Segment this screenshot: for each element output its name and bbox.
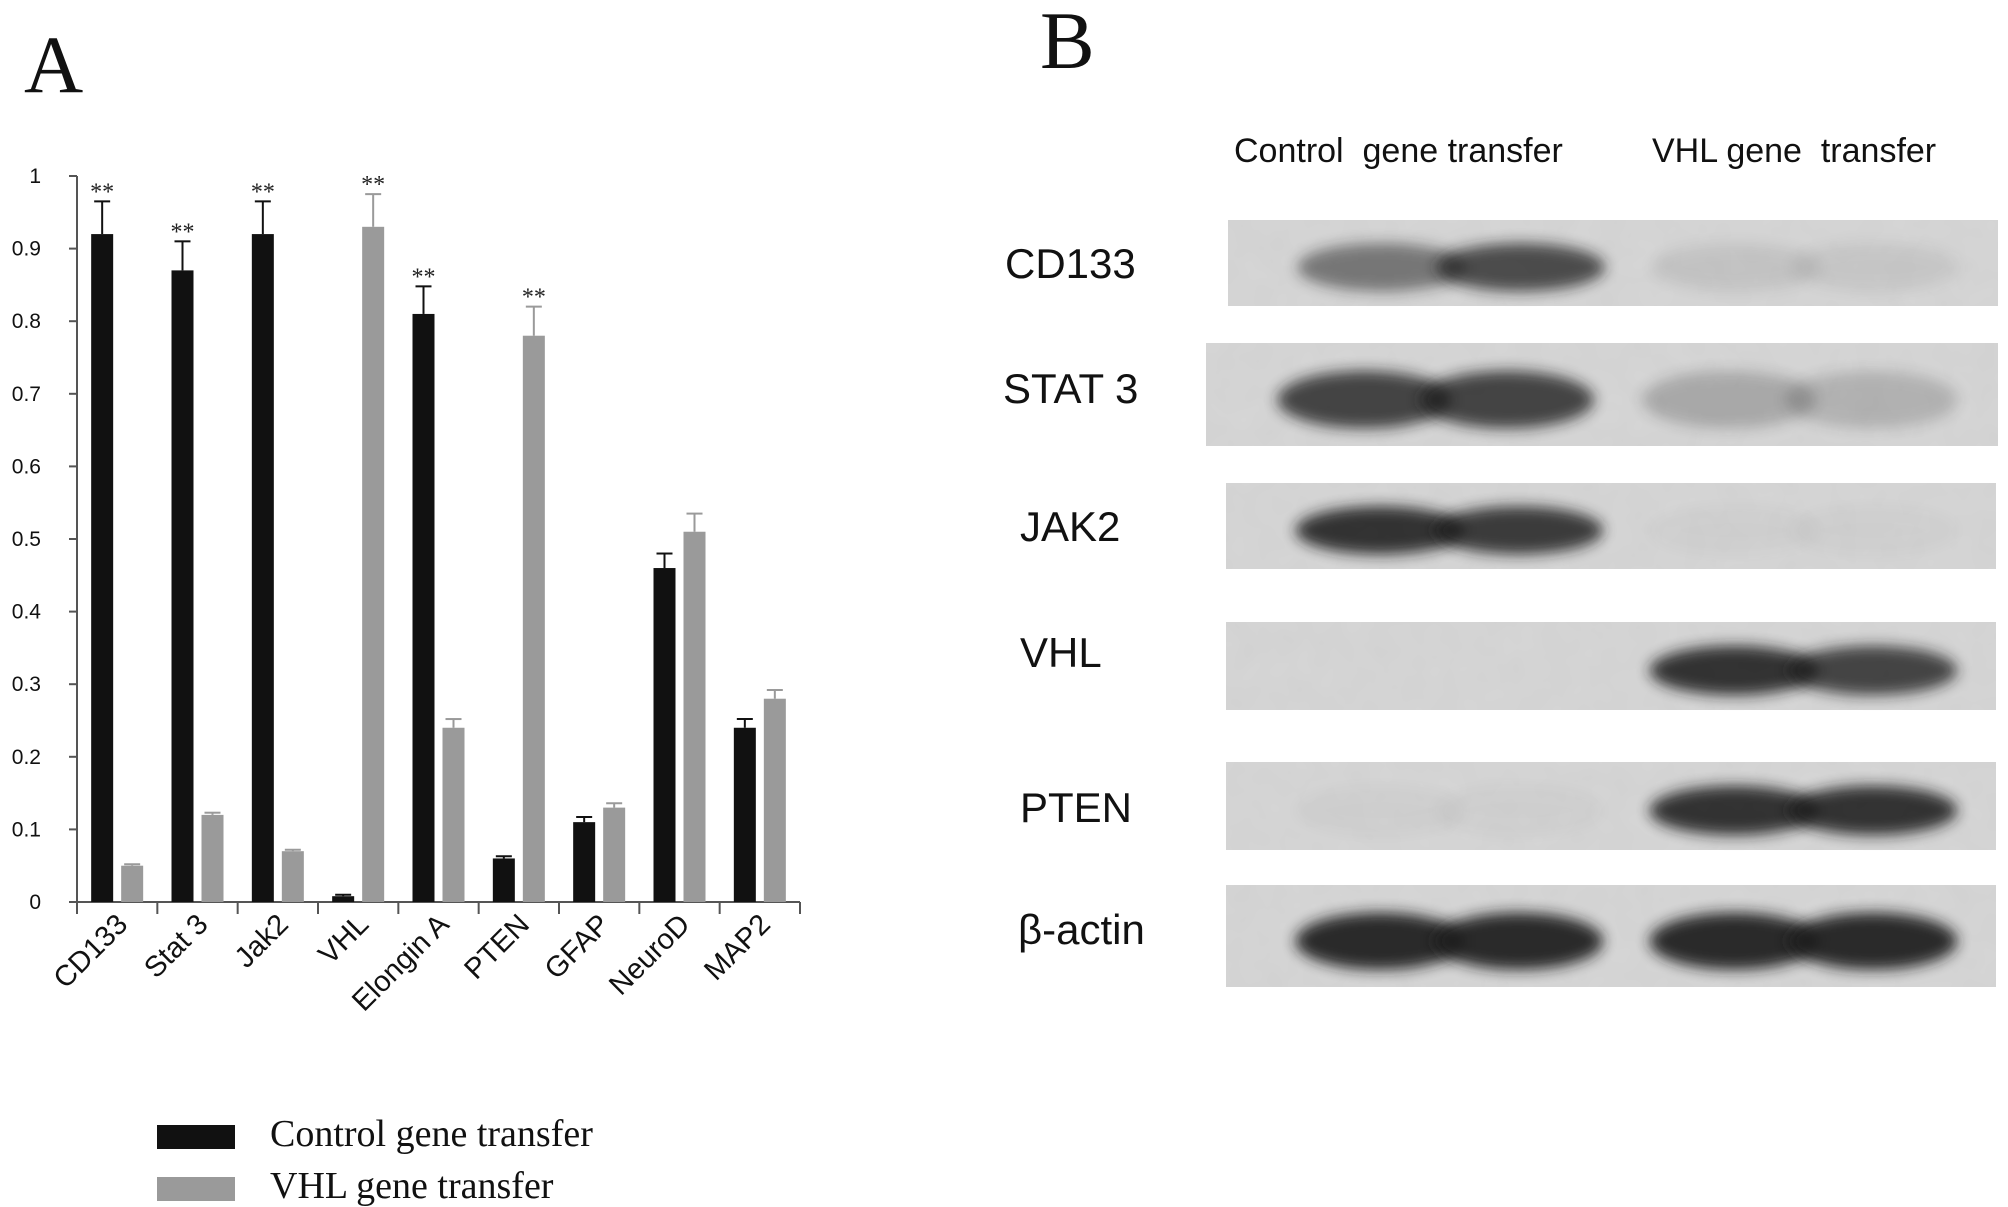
significance-label: ** <box>171 219 195 245</box>
bar-control-elongin-a <box>412 313 435 902</box>
blot-row-pten: PTEN <box>1020 762 1996 850</box>
blot-row-cd133: CD133 <box>1005 220 1998 306</box>
panel-a-letter: A <box>24 19 83 110</box>
legend-swatch-control <box>157 1125 235 1149</box>
significance-label: ** <box>412 264 436 290</box>
bar-vhl-elongin-a <box>442 727 465 902</box>
blot-row-stat3: STAT 3 <box>1003 343 1998 446</box>
y-axis: 0 0.1 0.2 0.3 0.4 0.5 0.6 0.7 0.8 0.9 1 <box>12 165 78 914</box>
bar-control-stat-3 <box>171 270 194 902</box>
x-tick-label: Jak2 <box>229 908 295 974</box>
y-tick-label: 0 <box>29 891 41 914</box>
significance-label: ** <box>251 179 275 205</box>
y-tick-label: 0.5 <box>12 528 41 551</box>
blot-row-label: STAT 3 <box>1003 365 1138 412</box>
y-tick-label: 0.3 <box>12 673 41 696</box>
y-tick-label: 0.7 <box>12 383 41 406</box>
y-tick-label: 0.4 <box>12 601 42 624</box>
legend: Control gene transfer VHL gene transfer <box>157 1113 593 1207</box>
blot-band <box>1784 370 1959 429</box>
bar-vhl-gfap <box>603 807 626 902</box>
bar-control-cd133 <box>91 234 114 902</box>
bar-control-gfap <box>573 822 596 902</box>
legend-label-control: Control gene transfer <box>270 1113 593 1155</box>
blot-band <box>1641 370 1816 429</box>
significance-label: ** <box>90 179 114 205</box>
bar-vhl-neurod <box>683 531 706 902</box>
y-tick-label: 0.2 <box>12 746 41 769</box>
blot-row-actin: β-actin <box>1018 885 1996 987</box>
significance-label: ** <box>361 172 385 198</box>
blot-header-control: Control gene transfer <box>1234 132 1563 170</box>
blot-band <box>1651 243 1821 292</box>
blot-band <box>1295 506 1465 555</box>
y-tick-label: 0.1 <box>12 818 41 841</box>
blot-row-label: PTEN <box>1020 784 1132 831</box>
blot-band <box>1419 370 1595 429</box>
bar-control-map2 <box>733 727 756 902</box>
blot-row-jak2: JAK2 <box>1020 483 1996 569</box>
bar-vhl-jak2 <box>281 851 304 902</box>
significance-marks: ** ** ** ** ** ** <box>90 172 546 311</box>
blot-band <box>1788 645 1958 696</box>
bar-vhl-map2 <box>763 698 786 902</box>
x-tick-label: NeuroD <box>603 908 696 1001</box>
bar-vhl-pten <box>522 335 545 903</box>
blot-band <box>1297 243 1467 292</box>
blot-band <box>1434 786 1603 835</box>
blot-row-label: β-actin <box>1018 906 1145 953</box>
y-tick-label: 0.9 <box>12 238 41 261</box>
bar-series <box>91 193 786 903</box>
legend-label-vhl: VHL gene transfer <box>270 1165 554 1207</box>
blot-row-label: CD133 <box>1005 240 1136 287</box>
panel-b-letter: B <box>1040 0 1095 86</box>
blot-band <box>1649 912 1819 970</box>
x-tick-label: CD133 <box>48 908 134 994</box>
blot-row-label: VHL <box>1020 629 1102 676</box>
blot-row-vhl: VHL <box>1020 622 1996 710</box>
blot-band <box>1788 506 1957 554</box>
y-tick-label: 0.6 <box>12 455 41 478</box>
y-tick-label: 1 <box>29 165 41 188</box>
x-tick-label: Stat 3 <box>138 908 214 984</box>
bar-control-neurod <box>653 568 676 902</box>
bar-control-jak2 <box>251 234 274 902</box>
blot-band <box>1788 785 1958 836</box>
bar-control-vhl <box>332 896 355 902</box>
western-blot: Control gene transfer VHL gene transfer … <box>1003 132 1998 987</box>
y-tick-label: 0.8 <box>12 310 41 333</box>
bar-chart: 0 0.1 0.2 0.3 0.4 0.5 0.6 0.7 0.8 0.9 1 CD133 Stat … <box>12 165 801 1018</box>
bar-vhl-vhl <box>362 226 385 902</box>
x-axis <box>76 901 801 914</box>
legend-swatch-vhl <box>157 1177 235 1201</box>
blot-band <box>1788 912 1958 970</box>
blot-band <box>1295 912 1465 970</box>
x-tick-label: MAP2 <box>698 908 776 986</box>
blot-band <box>1277 370 1452 429</box>
blot-band <box>1649 645 1819 696</box>
bar-vhl-stat-3 <box>201 814 224 902</box>
x-tick-label: GFAP <box>539 908 616 985</box>
x-tick-label: VHL <box>313 908 376 971</box>
bar-control-pten <box>492 858 515 902</box>
blot-band <box>1433 912 1604 970</box>
blot-row-label: JAK2 <box>1020 503 1120 550</box>
blot-band <box>1435 243 1606 292</box>
blot-band <box>1649 785 1819 836</box>
x-tick-label: PTEN <box>459 908 536 985</box>
blot-header-vhl: VHL gene transfer <box>1652 132 1936 170</box>
significance-label: ** <box>522 285 546 311</box>
blot-band <box>1433 506 1604 555</box>
bar-vhl-cd133 <box>121 865 144 902</box>
blot-band <box>1790 243 1960 292</box>
